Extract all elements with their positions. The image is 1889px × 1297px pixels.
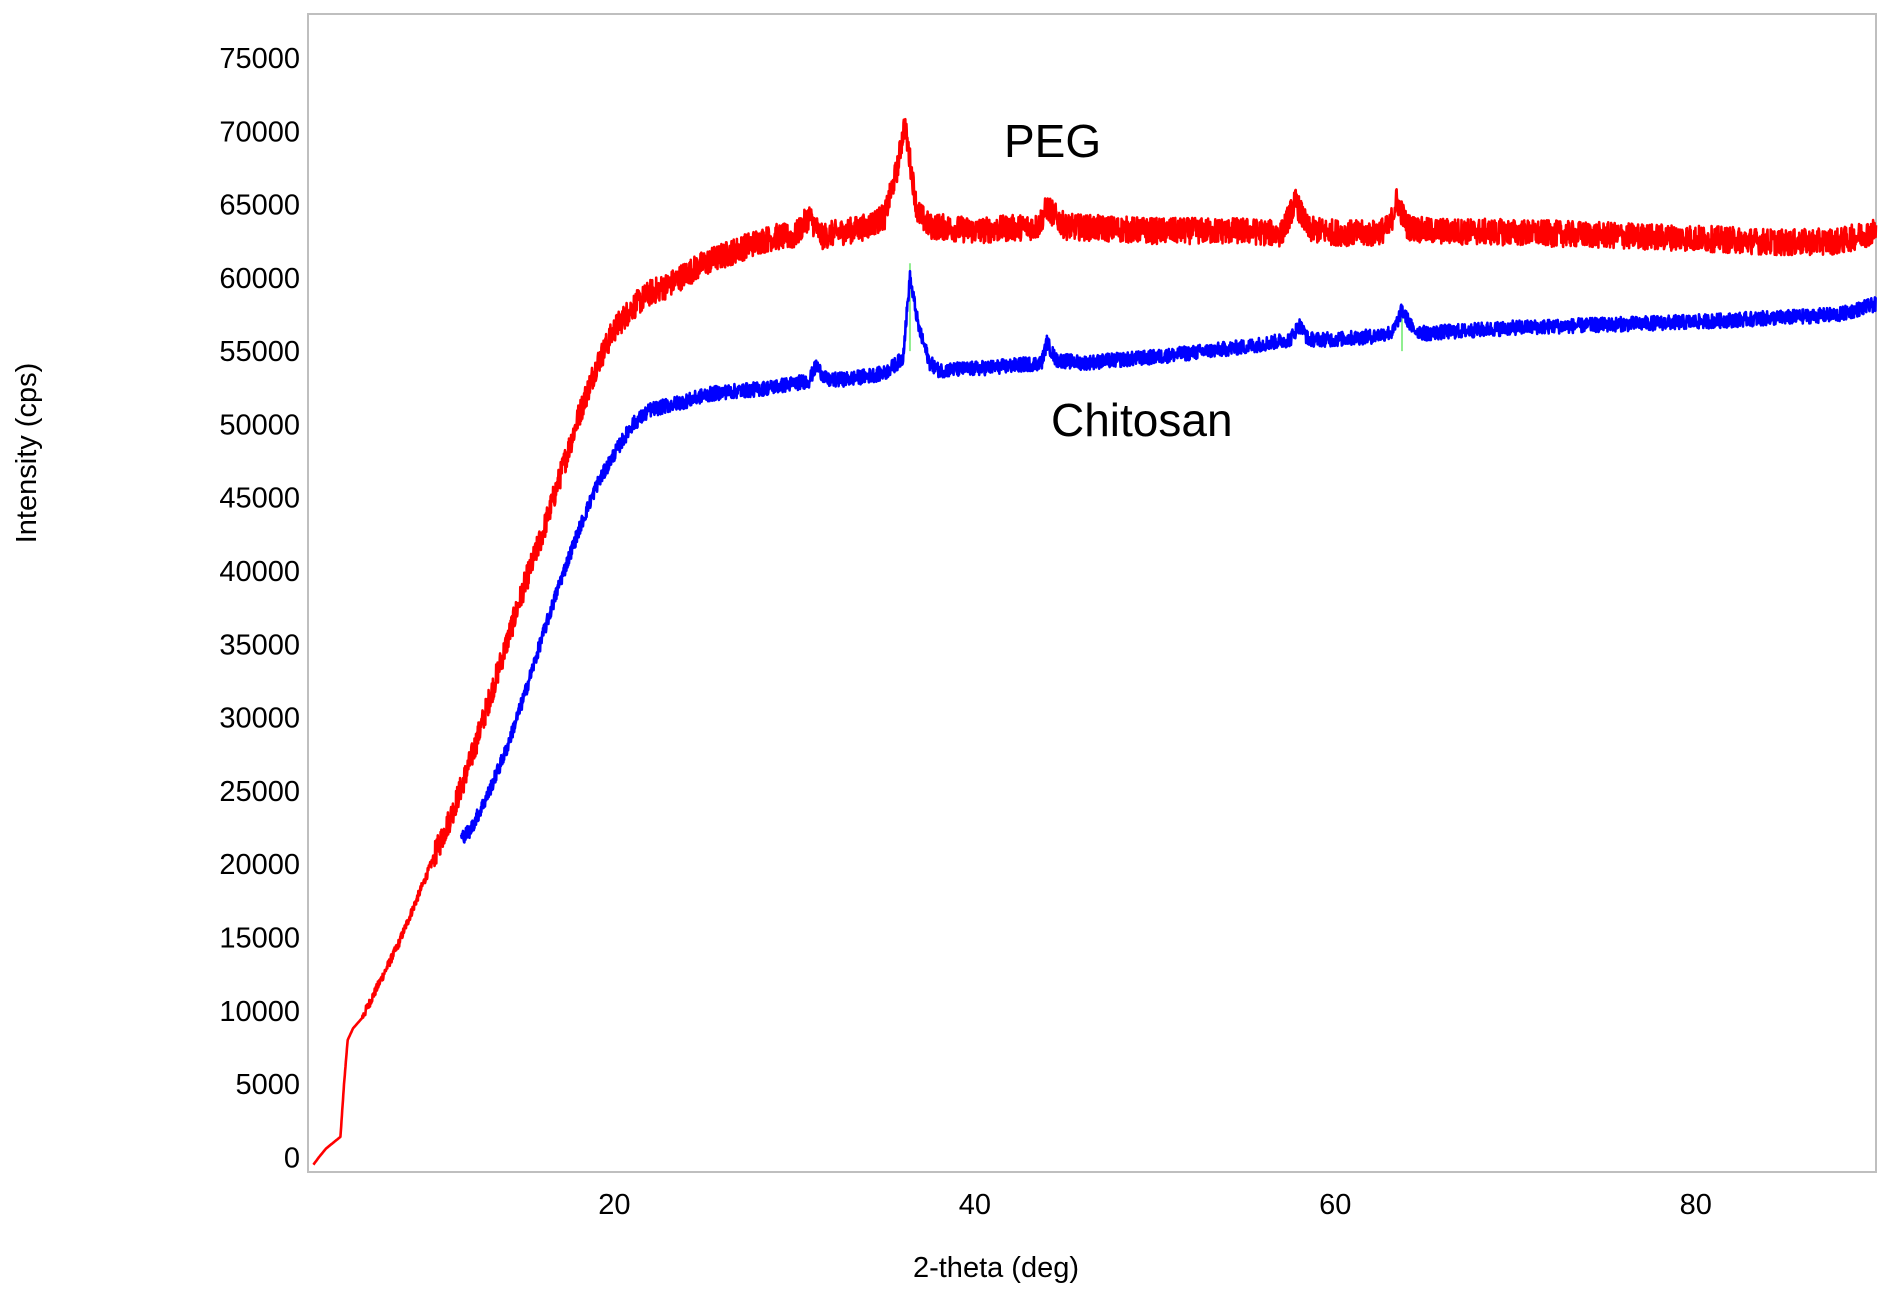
x-tick-label: 40 (959, 1189, 991, 1221)
chitosan-series-label: Chitosan (1051, 394, 1233, 446)
y-tick-label: 70000 (219, 116, 300, 148)
x-tick-label: 20 (598, 1189, 630, 1221)
series-line-peg (312, 117, 1878, 1166)
y-axis-ticks: 0 5000 10000 15000 20000 25000 30000 35000 40000… (219, 43, 300, 1174)
y-tick-label: 35000 (219, 629, 300, 661)
peg-series-label: PEG (1004, 115, 1101, 167)
x-axis-title: 2-theta (deg) (913, 1252, 1079, 1284)
y-tick-label: 30000 (219, 703, 300, 735)
y-tick-label: 0 (284, 1142, 300, 1174)
y-tick-label: 60000 (219, 263, 300, 295)
y-tick-label: 65000 (219, 190, 300, 222)
y-tick-label: 75000 (219, 43, 300, 75)
series-layer (312, 117, 1878, 1166)
y-tick-label: 5000 (235, 1069, 300, 1101)
y-tick-label: 50000 (219, 409, 300, 441)
x-tick-label: 60 (1319, 1189, 1351, 1221)
y-tick-label: 15000 (219, 922, 300, 954)
y-tick-label: 20000 (219, 849, 300, 881)
x-axis-ticks: 20 40 60 80 (598, 1189, 1712, 1221)
y-tick-label: 10000 (219, 996, 300, 1028)
series-line-chitosan (459, 269, 1877, 844)
y-tick-label: 45000 (219, 483, 300, 515)
plot-frame (307, 13, 1877, 1173)
y-tick-label: 55000 (219, 336, 300, 368)
y-tick-label: 40000 (219, 556, 300, 588)
y-axis-title: Intensity (cps) (11, 363, 43, 544)
x-tick-label: 80 (1680, 1189, 1712, 1221)
y-tick-label: 25000 (219, 776, 300, 808)
